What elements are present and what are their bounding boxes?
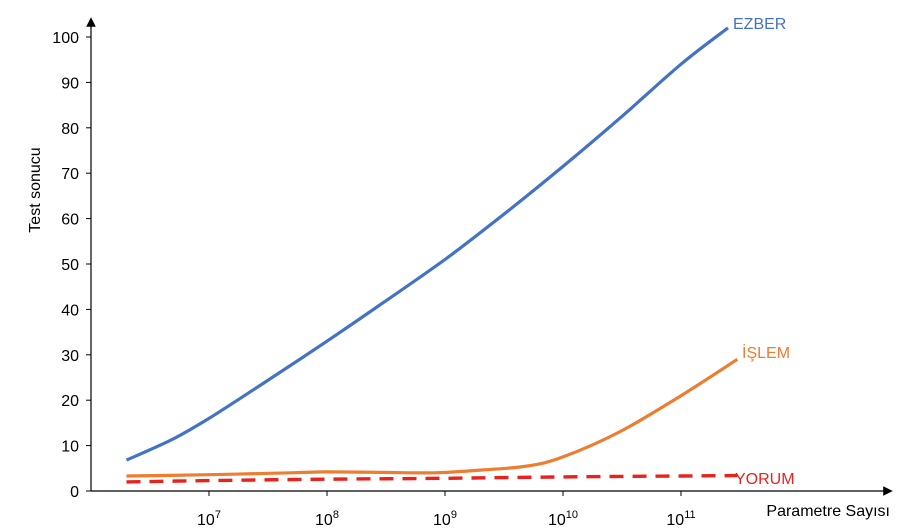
y-tick-label: 60 [61,212,79,229]
y-tick-label: 70 [61,166,79,183]
series-label-ezber: EZBER [733,16,786,33]
series-line-i-lem [126,357,739,478]
y-tick-label: 30 [61,348,79,365]
y-tick-label: 20 [61,393,79,410]
y-tick-label: 50 [61,257,79,274]
x-axis-title: Parametre Sayısı [766,503,890,520]
x-tick-label: 1010 [548,509,578,529]
series-label-i-lem: İŞLEM [742,343,790,362]
y-axis-title: Test sonucu [27,147,44,232]
series-line-yorum [126,473,738,484]
y-tick-label: 90 [61,75,79,92]
y-tick-label: 40 [61,302,79,319]
y-tick-label: 80 [61,121,79,138]
series-lines [125,26,739,484]
ticks: 0 10 20 30 40 50 60 70 80 90 100 107 108 109 1010 1011 [52,30,695,529]
x-tick-label: 108 [315,509,339,529]
y-tick-label: 10 [61,439,79,456]
x-tick-label: 1011 [666,509,695,529]
series-labels: EZBER İŞLEM YORUM [733,16,795,488]
axes [86,17,893,496]
y-tick-label: 100 [52,30,79,47]
series-line-ezber [125,26,729,462]
y-tick-label: 0 [70,484,79,501]
series-label-yorum: YORUM [735,471,795,488]
x-tick-label: 107 [197,509,221,529]
x-tick-label: 109 [433,509,457,529]
